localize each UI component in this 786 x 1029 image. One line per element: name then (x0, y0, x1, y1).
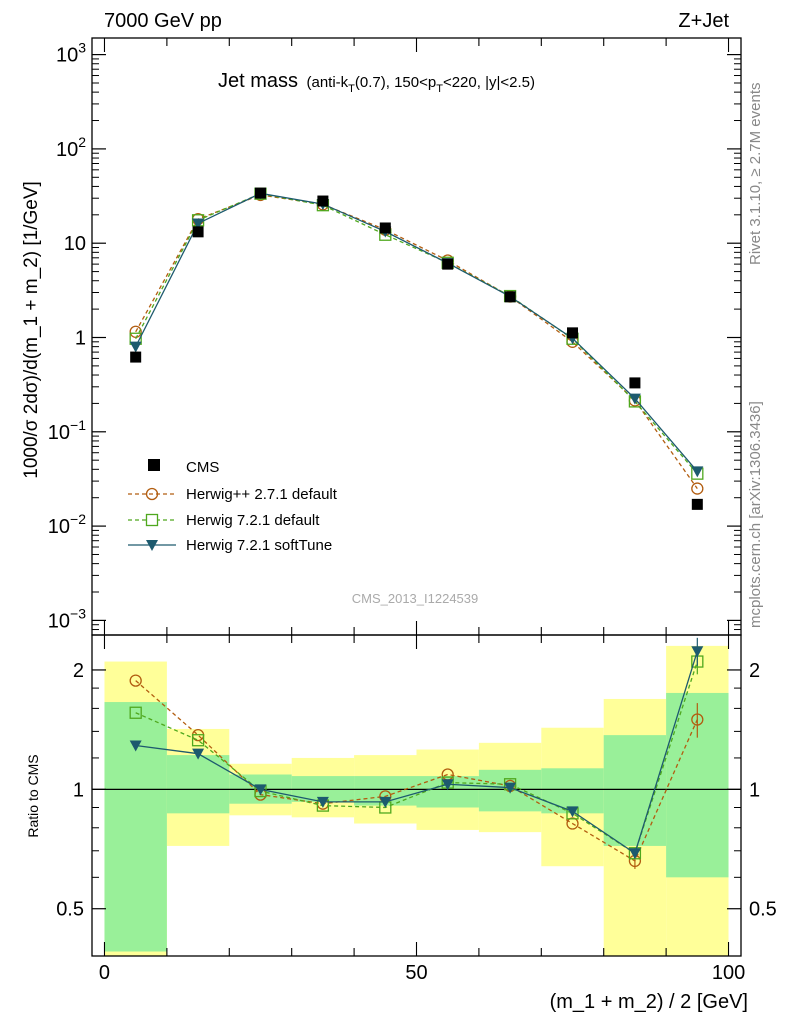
title-sub-3: <220, |y|<2.5) (443, 74, 535, 91)
main-point-cms-7 (567, 327, 579, 339)
ratio-line-herwig721 (135, 661, 698, 855)
legend: CMS Herwig++ 2.7.1 default Herwig 7.2.1 … (128, 459, 338, 554)
main-point-cms-0 (130, 351, 142, 363)
main-point-herwigpp-9 (691, 482, 704, 495)
main-point-softtune-1 (192, 218, 205, 230)
ratio-point-herwigpp-0 (129, 674, 142, 687)
main-point-cms-1 (192, 226, 204, 238)
main-y-tick-label: 10−1 (48, 417, 86, 444)
main-point-cms-4 (379, 222, 391, 234)
main-point-cms-9 (691, 498, 703, 510)
title-sub-2-subscript: T (436, 83, 443, 95)
main-point-softtune-9 (691, 466, 704, 478)
ratio-panel: 0 50 100 0.5 0.5 1 1 2 2 (56, 634, 777, 984)
main-point-softtune-8 (628, 393, 641, 405)
main-point-cms-5 (442, 258, 454, 270)
main-line-herwigpp (135, 194, 698, 489)
ratio-y-tick-label: 0.5 (56, 899, 84, 921)
ratio-y-tick-label: 2 (73, 660, 84, 682)
ratio-point-softtune-8 (628, 848, 641, 860)
title-sub-2: (0.7), 150<p (355, 74, 436, 91)
main-line-softtune (135, 192, 698, 472)
analysis-watermark: CMS_2013_I1224539 (352, 591, 479, 606)
main-point-cms-8 (629, 377, 641, 389)
legend-marker-herwigpp (145, 487, 159, 501)
ratio-point-herwigpp-9 (691, 713, 704, 726)
title-sub-1-subscript: T (348, 83, 355, 95)
ratio-point-herwigpp-7 (566, 817, 579, 830)
ratio-y-tick-label: 1 (73, 779, 84, 801)
ratio-point-softtune-4 (379, 796, 392, 808)
legend-label-herwig721: Herwig 7.2.1 default (186, 512, 320, 529)
ratio-line-herwigpp (135, 680, 698, 862)
ratio-point-herwig721-0 (129, 706, 142, 719)
main-y-tick-label: 10−3 (48, 605, 86, 632)
ratio-line-softtune (135, 651, 698, 855)
legend-label-softtune: Herwig 7.2.1 softTune (186, 537, 332, 554)
legend-label-cms: CMS (186, 459, 219, 476)
plot-title: Jet mass (anti-kT(0.7), 150<pT<220, |y|<… (218, 70, 535, 95)
main-point-cms-3 (317, 195, 329, 207)
ratio-point-softtune-2 (254, 784, 267, 796)
ratio-point-softtune-3 (316, 796, 329, 808)
main-y-tick-label: 102 (56, 134, 86, 161)
main-point-herwigpp-0 (129, 325, 142, 338)
x-tick-label: 100 (712, 962, 745, 984)
main-y-axis-label: 1000/σ 2dσ)/d(m_1 + m_2) [1/GeV] (21, 181, 42, 479)
main-y-tick-label: 10−2 (48, 511, 86, 538)
x-tick-label: 50 (405, 962, 427, 984)
ratio-y-tick-label-right: 0.5 (749, 899, 777, 921)
legend-marker-herwig721 (145, 513, 159, 527)
ratio-point-softtune-1 (192, 748, 205, 760)
legend-marker-cms (148, 459, 160, 471)
title-main: Jet mass (218, 70, 298, 92)
main-y-tick-label: 10 (64, 233, 86, 255)
main-point-cms-2 (254, 187, 266, 199)
main-y-tick-label: 103 (56, 40, 86, 67)
ratio-point-softtune-5 (441, 779, 454, 791)
ratio-point-softtune-7 (566, 806, 579, 818)
ratio-y-axis-label: Ratio to CMS (25, 754, 41, 837)
main-point-cms-6 (504, 291, 516, 303)
x-tick-label: 0 (99, 962, 110, 984)
process-label: Z+Jet (678, 10, 729, 32)
ratio-point-softtune-6 (504, 782, 517, 794)
ratio-y-tick-label-right: 1 (749, 779, 760, 801)
ratio-point-herwig721-1 (191, 734, 205, 747)
x-axis-label: (m_1 + m_2) / 2 [GeV] (550, 991, 748, 1013)
ratio-point-softtune-0 (129, 740, 142, 752)
main-y-tick-label: 1 (75, 327, 86, 349)
ratio-band-inner-1 (166, 755, 230, 814)
ratio-band-inner-8 (603, 735, 667, 846)
ratio-band-inner-0 (104, 702, 167, 952)
ratio-band-inner-7 (541, 768, 604, 814)
rivet-label: Rivet 3.1.10, ≥ 2.7M events (747, 83, 764, 266)
energy-label: 7000 GeV pp (104, 10, 222, 32)
mcplots-label: mcplots.cern.ch [arXiv:1306.3436] (747, 401, 764, 628)
title-sub-1: (anti-k (306, 74, 348, 91)
main-point-softtune-0 (129, 341, 142, 353)
legend-label-herwigpp: Herwig++ 2.7.1 default (186, 486, 338, 503)
ratio-y-tick-label-right: 2 (749, 660, 760, 682)
ratio-point-softtune-9 (691, 646, 704, 658)
legend-marker-softtune (146, 540, 158, 551)
